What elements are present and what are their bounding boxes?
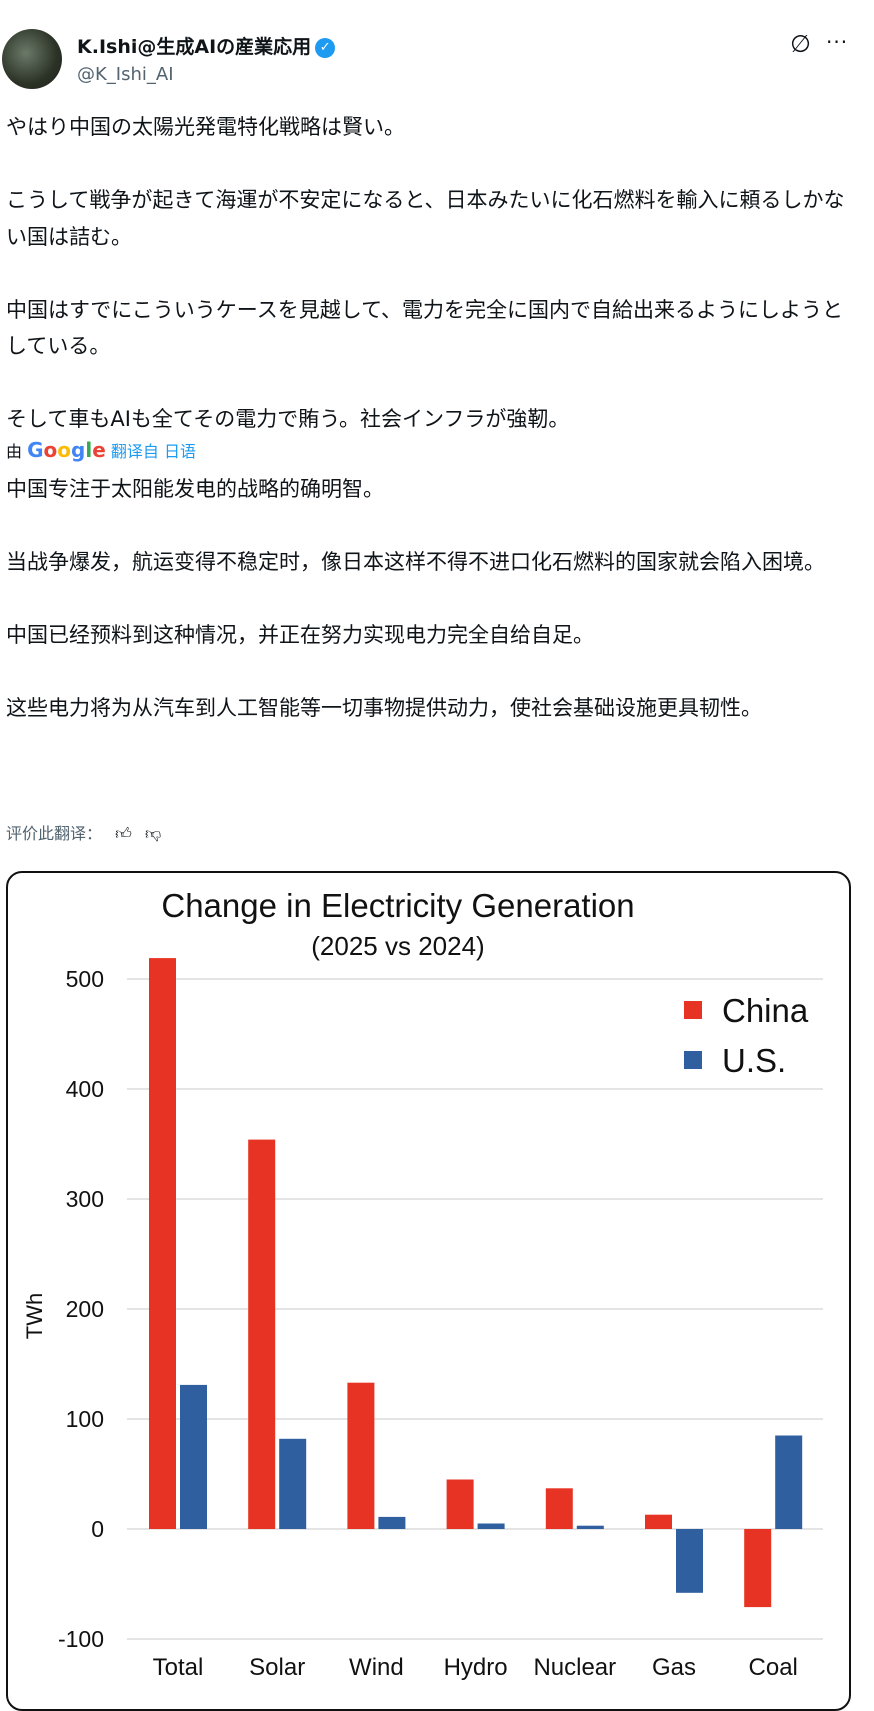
post-paragraph: やはり中国の太陽光発電特化戦略は賢い。 <box>6 115 405 139</box>
chart-title: Change in Electricity Generation <box>161 887 634 924</box>
thumbs-down-icon[interactable]: 👎︎ <box>144 824 162 843</box>
x-tick-label: Hydro <box>444 1654 508 1681</box>
y-tick-label: 500 <box>66 966 104 992</box>
bar-china-nuclear <box>545 1488 573 1529</box>
bar-china-coal <box>744 1529 772 1608</box>
bar-china-hydro <box>446 1479 474 1529</box>
translation-text: 中国专注于太阳能发电的战略的确明智。 当战争爆发，航运变得不稳定时，像日本这样不… <box>6 471 856 727</box>
bar-us-gas <box>676 1529 703 1593</box>
verified-badge-icon: ✓ <box>315 38 336 58</box>
bar-us-solar <box>279 1438 307 1529</box>
translation-attribution: 由 Google 翻译自 日语 <box>6 438 196 462</box>
bar-us-nuclear <box>576 1525 604 1529</box>
bar-chart: Change in Electricity Generation (2025 v… <box>22 887 823 1681</box>
bar-china-wind <box>347 1382 375 1529</box>
translation-paragraph: 这些电力将为从汽车到人工智能等一切事物提供动力，使社会基础设施更具韧性。 <box>6 696 762 720</box>
bar-us-hydro <box>477 1523 505 1529</box>
y-tick-label: 300 <box>66 1186 104 1212</box>
y-tick-label: 400 <box>66 1076 104 1102</box>
x-tick-label: Gas <box>652 1654 696 1681</box>
translation-paragraph: 中国已经预料到这种情况，并正在努力实现电力完全自给自足。 <box>6 623 594 647</box>
y-axis-label: TWh <box>22 1293 47 1339</box>
y-tick-label: -100 <box>58 1626 104 1652</box>
x-tick-label: Wind <box>349 1654 404 1681</box>
post-paragraph: 中国はすでにこういうケースを見越して、電力を完全に国内で自給出来るようにしようと… <box>6 297 844 359</box>
grok-icon[interactable]: ∅ <box>790 30 811 58</box>
legend-swatch <box>684 1051 702 1069</box>
translation-paragraph: 中国专注于太阳能发电的战略的确明智。 <box>6 477 384 501</box>
avatar[interactable] <box>2 29 62 89</box>
post-paragraph: こうして戦争が起きて海運が不安定になると、日本みたいに化石燃料を輸入に頼るしかな… <box>6 188 845 249</box>
google-logo: Google <box>27 438 106 462</box>
x-tick-label: Coal <box>749 1654 798 1681</box>
bar-us-total <box>180 1384 207 1529</box>
x-tick-label: Total <box>153 1654 204 1681</box>
translated-from-link[interactable]: 翻译自 日语 <box>110 442 196 461</box>
bar-china-total <box>149 958 176 1529</box>
chart-subtitle: (2025 vs 2024) <box>311 931 484 961</box>
legend-label: U.S. <box>722 1042 786 1079</box>
y-tick-label: 0 <box>91 1516 104 1542</box>
translation-paragraph: 当战争爆发，航运变得不稳定时，像日本这样不得不进口化石燃料的国家就会陷入困境。 <box>6 550 825 574</box>
author-name[interactable]: K.Ishi@生成AIの産業応用 ✓ <box>77 32 336 59</box>
rate-label: 评价此翻译： <box>6 824 103 843</box>
post-paragraph: そして車もAIも全てその電力で賄う。社会インフラが強靭。 <box>6 407 570 431</box>
bar-china-gas <box>645 1514 672 1529</box>
translated-by-label: 由 <box>6 442 23 461</box>
bar-us-wind <box>378 1516 406 1529</box>
legend-label: China <box>722 992 809 1029</box>
chart-image[interactable]: Change in Electricity Generation (2025 v… <box>6 871 851 1711</box>
more-icon[interactable]: ··· <box>826 30 849 54</box>
author-name-text: K.Ishi@生成AIの産業応用 <box>77 36 312 58</box>
thumbs-up-icon[interactable]: 👍︎ <box>115 824 132 843</box>
bar-china-solar <box>248 1139 276 1529</box>
author-handle[interactable]: @K_Ishi_AI <box>77 64 174 85</box>
rate-translation: 评价此翻译： 👍︎ 👎︎ <box>6 820 161 844</box>
x-tick-label: Solar <box>249 1654 305 1681</box>
x-tick-label: Nuclear <box>533 1654 616 1681</box>
bar-us-coal <box>775 1435 803 1529</box>
post-text: やはり中国の太陽光発電特化戦略は賢い。 こうして戦争が起きて海運が不安定になると… <box>6 109 856 438</box>
y-tick-label: 200 <box>66 1296 104 1322</box>
y-tick-label: 100 <box>66 1406 104 1432</box>
legend-swatch <box>684 1001 702 1019</box>
